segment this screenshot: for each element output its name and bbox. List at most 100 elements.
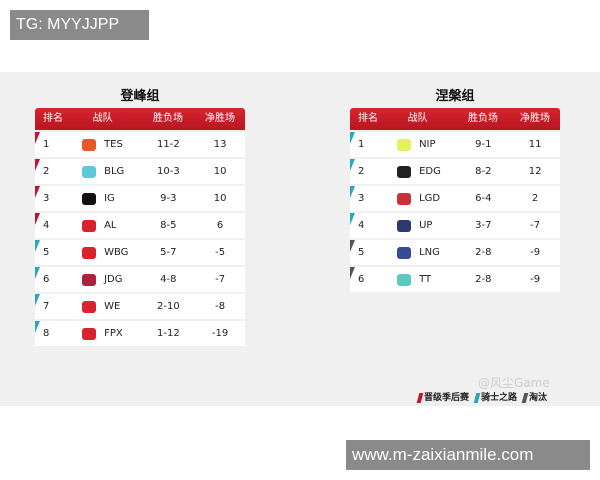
record: 8-5 (160, 220, 177, 231)
status-flag (35, 294, 40, 306)
rank: 3 (358, 193, 365, 204)
status-flag (350, 213, 355, 225)
table-row: 7 WE 2-10 -8 (35, 294, 245, 319)
team-name: AL (104, 220, 117, 231)
record: 9-3 (160, 193, 177, 204)
team-name: UP (419, 220, 433, 231)
net-wins: 11 (528, 139, 542, 150)
team-name: FPX (104, 328, 123, 339)
legend-flag-icon (473, 392, 481, 403)
status-flag (350, 159, 355, 171)
rank: 7 (43, 301, 50, 312)
record: 9-1 (475, 139, 492, 150)
team-name: WE (104, 301, 121, 312)
column-header: 净胜场 (204, 113, 235, 124)
team-name: WBG (104, 247, 129, 258)
net-wins: 6 (216, 220, 224, 231)
legend-item: 晋级季后赛 (416, 390, 470, 403)
table-row: 6 JDG 4-8 -7 (35, 267, 245, 292)
net-wins: 12 (528, 166, 542, 177)
net-wins: -7 (530, 220, 541, 231)
team-logo-icon (82, 192, 97, 205)
status-flag (35, 321, 40, 333)
team-name: NIP (419, 139, 436, 150)
team-logo-icon (82, 165, 97, 178)
team-logo-icon (82, 273, 97, 286)
legend-item: 淘汰 (521, 390, 548, 403)
status-flag (35, 213, 40, 225)
rank: 6 (358, 274, 365, 285)
team-logo-icon (82, 246, 97, 259)
record: 11-2 (156, 139, 180, 150)
status-flag (350, 132, 355, 144)
overlay-tg-label: TG: MYYJJPP (10, 10, 149, 40)
net-wins: 10 (213, 166, 227, 177)
record: 2-8 (475, 247, 492, 258)
team-name: LNG (419, 247, 440, 258)
rank: 8 (43, 328, 50, 339)
net-wins: -8 (215, 301, 226, 312)
column-header: 排名 (43, 113, 63, 124)
team-logo-icon (397, 192, 412, 205)
table-header: 排名 战队 胜负场 净胜场 (35, 108, 245, 130)
table-row: 2 BLG 10-3 10 (35, 159, 245, 184)
net-wins: -7 (215, 274, 226, 285)
team-name: LGD (419, 193, 441, 204)
record: 4-8 (160, 274, 177, 285)
status-flag (350, 267, 355, 279)
net-wins: -19 (211, 328, 229, 339)
record: 5-7 (160, 247, 177, 258)
team-name: TES (104, 139, 123, 150)
table-row: 8 FPX 1-12 -19 (35, 321, 245, 346)
net-wins: 10 (213, 193, 227, 204)
legend-flag-icon (521, 392, 529, 403)
net-wins: -9 (530, 247, 541, 258)
table-row: 1 TES 11-2 13 (35, 132, 245, 157)
rank: 6 (43, 274, 50, 285)
team-name: EDG (419, 166, 441, 177)
record: 1-12 (156, 328, 180, 339)
team-logo-icon (397, 219, 412, 232)
rank: 5 (358, 247, 365, 258)
status-flag (35, 267, 40, 279)
column-header: 排名 (358, 113, 378, 124)
status-flag (35, 132, 40, 144)
record: 6-4 (475, 193, 492, 204)
table-row: 5 WBG 5-7 -5 (35, 240, 245, 265)
record: 3-7 (475, 220, 492, 231)
rank: 4 (358, 220, 365, 231)
status-flag (35, 240, 40, 252)
rank: 1 (43, 139, 50, 150)
column-header: 战队 (407, 113, 428, 124)
team-name: IG (104, 193, 115, 204)
legend-label: 骑士之路 (481, 393, 518, 403)
legend-label: 淘汰 (529, 393, 548, 403)
status-flag (35, 159, 40, 171)
net-wins: 13 (213, 139, 227, 150)
table-row: 6 TT 2-8 -9 (350, 267, 560, 292)
rank: 5 (43, 247, 50, 258)
overlay-url: www.m-zaixianmile.com (346, 440, 590, 470)
rank: 2 (358, 166, 365, 177)
rank: 4 (43, 220, 50, 231)
net-wins: -5 (215, 247, 226, 258)
net-wins: 2 (531, 193, 539, 204)
legend-label: 晋级季后赛 (424, 393, 470, 403)
table-header: 排名 战队 胜负场 净胜场 (350, 108, 560, 130)
table-row: 3 IG 9-3 10 (35, 186, 245, 211)
rank: 3 (43, 193, 50, 204)
table-row: 2 EDG 8-2 12 (350, 159, 560, 184)
column-header: 战队 (92, 113, 113, 124)
rank: 2 (43, 166, 50, 177)
legend: 晋级季后赛 骑士之路 淘汰 (416, 390, 548, 403)
legend-item: 骑士之路 (473, 390, 518, 403)
watermark: @风尘Game (478, 376, 550, 390)
team-name: BLG (104, 166, 125, 177)
record: 10-3 (156, 166, 180, 177)
team-logo-icon (397, 273, 412, 286)
record: 2-8 (475, 274, 492, 285)
status-flag (350, 186, 355, 198)
status-flag (350, 240, 355, 252)
team-logo-icon (82, 138, 97, 151)
team-logo-icon (397, 165, 412, 178)
